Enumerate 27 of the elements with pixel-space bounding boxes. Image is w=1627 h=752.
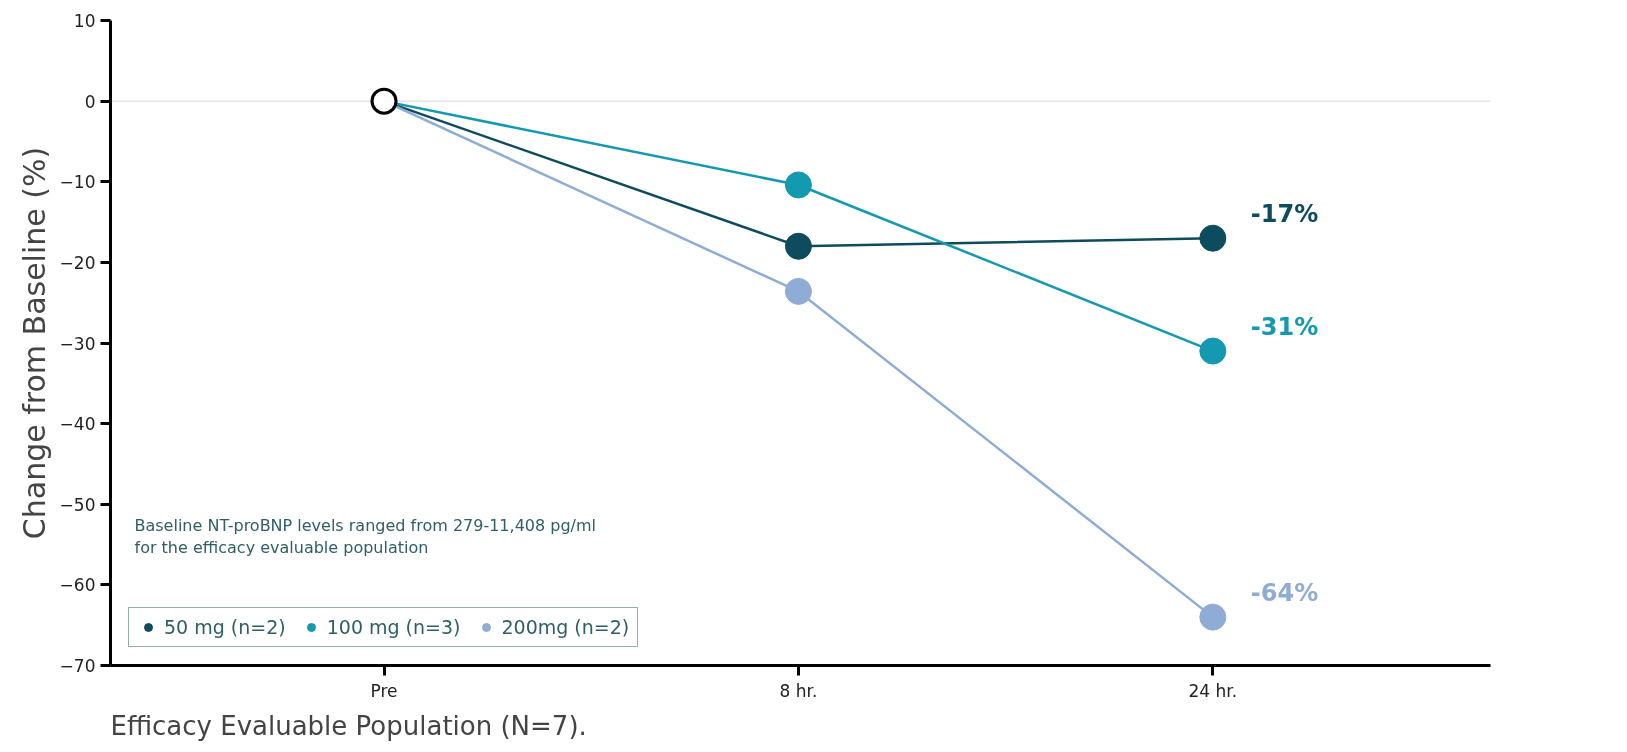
y-tick-label: −20 [59, 252, 96, 273]
y-tick-label: 0 [84, 91, 96, 112]
point [1199, 224, 1227, 252]
point [784, 277, 812, 305]
y-tick-label: −30 [59, 333, 96, 354]
annotation: Baseline NT-proBNP levels ranged from 279-11,408 pg/ml for the efficacy evaluable population [134, 515, 596, 558]
data-label: -17% [1250, 200, 1319, 229]
point [784, 171, 812, 199]
y-tick-label: 10 [73, 11, 96, 31]
y-tick-label: −60 [59, 575, 96, 596]
x-tick-label: 8 hr. [779, 680, 818, 701]
text: Efficacy Evaluable Population (N=7). [110, 710, 587, 741]
legend-label: 50 mg (n=2) [164, 616, 286, 638]
y-tick-label: −50 [59, 494, 96, 515]
y-axis-title: Change from Baseline (%) [16, 146, 52, 540]
point [784, 232, 812, 260]
y-tick-label: −70 [59, 656, 96, 676]
y-tick-label: −10 [59, 172, 96, 193]
legend-label: 200mg (n=2) [501, 616, 630, 638]
point [1199, 603, 1227, 631]
legend-label: 100 mg (n=3) [326, 616, 461, 638]
y-tick-label: −40 [59, 414, 96, 435]
data-label: -31% [1250, 313, 1319, 342]
point [1199, 337, 1227, 365]
x-tick-label: Pre [370, 680, 398, 701]
data-label: -64% [1250, 579, 1319, 608]
x-tick-label: 24 hr. [1188, 680, 1238, 701]
